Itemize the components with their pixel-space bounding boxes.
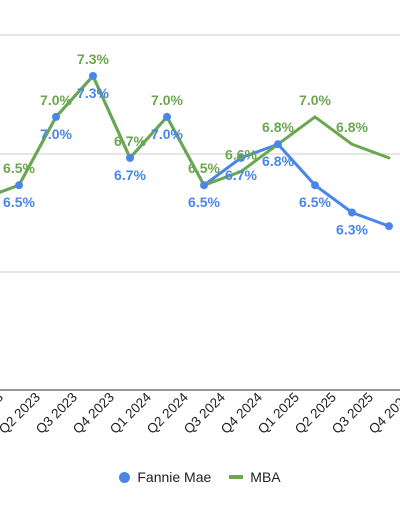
data-label-mba: 7.0%: [151, 92, 183, 108]
series-line-mba: [0, 74, 391, 194]
legend-item-mba[interactable]: MBA: [229, 469, 281, 485]
data-point-fannie-mae: [348, 208, 356, 217]
series-points: [15, 71, 393, 231]
data-point-fannie-mae: [274, 140, 282, 149]
data-point-fannie-mae: [237, 153, 245, 162]
data-label-fannie-mae: 6.5%: [3, 194, 35, 210]
data-label-fannie-mae: 6.3%: [336, 222, 368, 238]
data-labels: 6.4%6.5%7.0%7.3%6.7%7.0%6.5%6.7%6.8%6.5%…: [3, 51, 368, 238]
data-label-fannie-mae: 7.3%: [77, 85, 109, 101]
data-label-mba: 7.0%: [40, 92, 72, 108]
data-label-fannie-mae: 6.7%: [114, 167, 146, 183]
data-point-fannie-mae: [385, 222, 393, 231]
legend-label-mba: MBA: [250, 469, 281, 485]
legend-item-fannie-mae[interactable]: Fannie Mae: [119, 469, 211, 485]
data-point-fannie-mae: [311, 181, 319, 190]
legend-label-fannie-mae: Fannie Mae: [137, 469, 212, 485]
data-label-mba: 6.5%: [188, 160, 220, 176]
data-label-fannie-mae: 6.5%: [299, 194, 331, 210]
data-label-fannie-mae: 7.0%: [40, 126, 72, 142]
data-label-fannie-mae: 6.7%: [225, 167, 257, 183]
data-point-fannie-mae: [163, 112, 171, 121]
data-label-fannie-mae: 7.0%: [151, 126, 183, 142]
mba-marker-icon: [229, 475, 244, 479]
data-point-fannie-mae: [126, 153, 134, 162]
series-lines: [0, 74, 391, 228]
data-label-mba: 7.3%: [77, 51, 109, 67]
data-point-fannie-mae: [89, 71, 97, 80]
data-label-mba: 6.8%: [262, 119, 294, 135]
data-point-fannie-mae: [200, 181, 208, 190]
data-label-mba: 6.5%: [3, 160, 35, 176]
data-label-fannie-mae: 6.5%: [188, 194, 220, 210]
data-label-mba: 6.6%: [225, 147, 257, 163]
legend: Fannie Mae MBA: [0, 466, 400, 488]
data-label-mba: 7.0%: [299, 92, 331, 108]
data-point-fannie-mae: [52, 112, 60, 121]
data-label-mba: 6.8%: [336, 119, 368, 135]
fannie-mae-marker-icon: [119, 471, 131, 483]
data-label-fannie-mae: 6.8%: [262, 153, 294, 169]
data-label-mba: 6.7%: [114, 133, 146, 149]
data-point-fannie-mae: [15, 181, 23, 190]
gridlines: [0, 34, 400, 391]
